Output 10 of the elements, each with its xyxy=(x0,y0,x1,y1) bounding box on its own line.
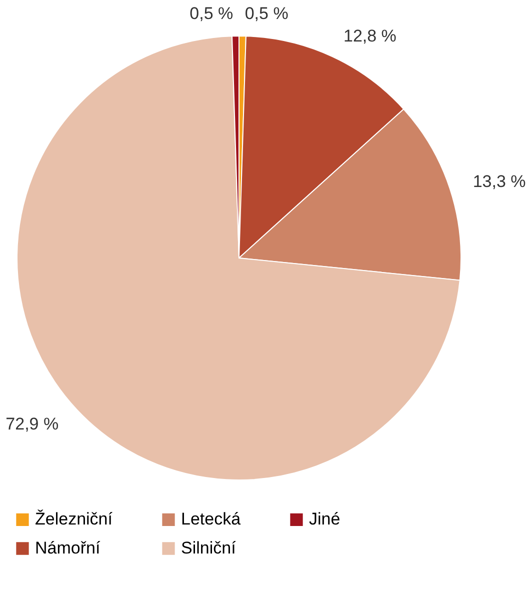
data-label: 0,5 % xyxy=(190,4,234,24)
data-label: 0,5 % xyxy=(244,4,288,24)
legend-label: Námořní xyxy=(35,538,100,558)
data-label: 13,3 % xyxy=(472,172,526,191)
data-label: 72,9 % xyxy=(6,414,59,434)
legend-label: Jiné xyxy=(309,510,340,529)
legend-label: Letecká xyxy=(181,510,242,529)
data-label: 12,8 % xyxy=(344,26,396,46)
legend-label: Železniční xyxy=(35,510,113,529)
legend-label: Silniční xyxy=(181,538,236,558)
